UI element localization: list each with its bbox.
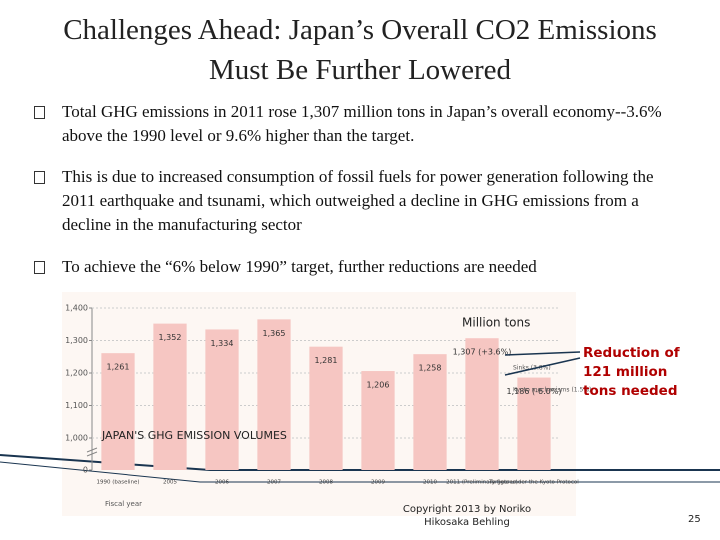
value-label: 1,307 (+3.6%) — [453, 348, 512, 357]
x-tick-label: 2011 (Preliminary figures) — [446, 480, 518, 486]
decor-line — [0, 461, 720, 483]
bar — [413, 354, 447, 470]
x-tick-label: 2007 — [267, 480, 281, 486]
value-label: 1,334 — [211, 339, 234, 348]
value-label: 1,258 — [419, 364, 442, 373]
pointer — [504, 357, 581, 376]
x-tick-label: 2005 — [163, 480, 177, 486]
bar — [309, 346, 343, 470]
value-label: 1,365 — [263, 329, 286, 338]
x-tick-label: 1990 (baseline) — [96, 480, 139, 486]
axis-unit: Million tons — [462, 316, 530, 330]
bullet: Total GHG emissions in 2011 rose 1,307 m… — [34, 100, 682, 148]
pointer — [504, 351, 581, 356]
x-tick-label: Targets under the Kyoto Protocol — [488, 480, 579, 486]
value-label: 1,352 — [159, 333, 182, 342]
value-label: 1,281 — [315, 356, 338, 365]
bar — [153, 323, 187, 470]
y-tick-label: 1,000 — [65, 434, 88, 443]
bullet: This is due to increased consumption of … — [34, 165, 682, 237]
bar — [517, 377, 551, 470]
bar — [101, 353, 135, 470]
x-tick-label: 2006 — [215, 480, 229, 486]
copyright: Copyright 2013 by Noriko Hikosaka Behlin… — [402, 504, 532, 528]
axis-break — [86, 447, 98, 457]
page-number: 25 — [688, 514, 701, 525]
x-tick-label: 2009 — [371, 480, 385, 486]
y-tick-label: 1,200 — [65, 369, 88, 378]
x-axis-label: Fiscal year — [105, 500, 142, 508]
y-tick-label: 0 — [83, 466, 88, 475]
value-label: 1,186 (-6.0%) — [507, 387, 562, 396]
y-tick-label: 1,300 — [65, 336, 88, 345]
x-tick-label: 2010 — [423, 480, 437, 486]
chart-note: Kyoto mechanisms (1.5%) — [513, 387, 591, 394]
y-tick-label: 1,400 — [65, 304, 88, 313]
bullet: To achieve the “6% below 1990” target, f… — [34, 255, 682, 279]
chart-title: JAPAN'S GHG EMISSION VOLUMES — [101, 429, 287, 442]
x-tick-label: 2008 — [319, 480, 333, 486]
y-tick-label: 1,100 — [65, 401, 88, 410]
bar — [361, 371, 395, 470]
bar — [465, 338, 499, 470]
bar — [205, 329, 239, 470]
slide-title: Challenges Ahead: Japan’s Overall CO2 Em… — [63, 14, 657, 86]
value-label: 1,206 — [367, 381, 390, 390]
bar — [257, 319, 291, 470]
chart-note: Sinks (3.8%) — [513, 365, 551, 372]
annotation: Reduction of 121 million tons needed — [583, 345, 680, 399]
value-label: 1,261 — [107, 363, 130, 372]
